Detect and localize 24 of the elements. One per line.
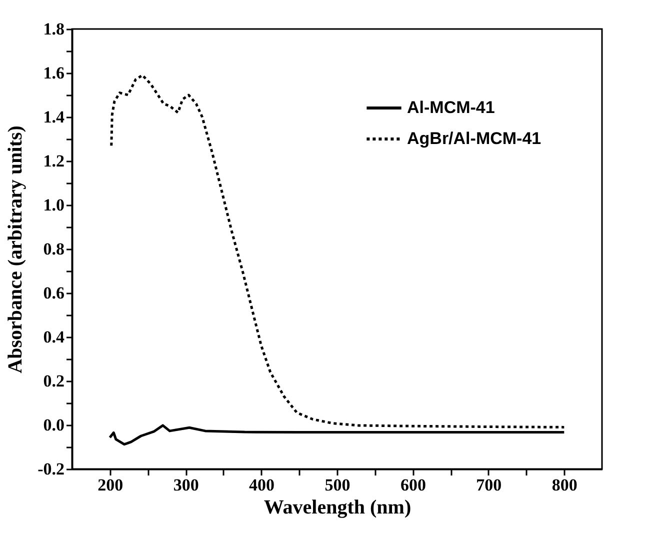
x-tick-label: 300 <box>173 476 199 494</box>
y-tick-label: 1.6 <box>43 64 64 82</box>
y-tick-label: 1.2 <box>43 152 64 170</box>
y-tick-label: -0.2 <box>38 460 64 478</box>
y-tick-label: 0.2 <box>43 372 64 390</box>
x-tick-label: 800 <box>552 476 578 494</box>
y-axis-title: Absorbance (arbitrary units) <box>4 126 27 374</box>
x-tick-label: 200 <box>98 476 124 494</box>
y-tick-label: 0.4 <box>43 328 65 346</box>
x-tick-label: 600 <box>400 476 426 494</box>
x-tick-label: 700 <box>476 476 502 494</box>
legend-label: Al-MCM-41 <box>407 98 495 117</box>
line-series <box>110 74 566 428</box>
y-tick-label: 1.0 <box>43 196 64 214</box>
y-tick-label: 0.6 <box>43 284 64 302</box>
x-axis-title: Wavelength (nm) <box>264 496 412 518</box>
x-tick-label: 400 <box>249 476 275 494</box>
legend-label: AgBr/Al-MCM-41 <box>407 129 542 148</box>
y-tick-label: 0.0 <box>43 416 64 434</box>
x-tick-label: 500 <box>324 476 350 494</box>
y-tick-label: 1.8 <box>43 20 64 38</box>
y-tick-label: 1.4 <box>43 108 65 126</box>
y-tick-label: 0.8 <box>43 240 64 258</box>
line-series <box>108 424 566 446</box>
